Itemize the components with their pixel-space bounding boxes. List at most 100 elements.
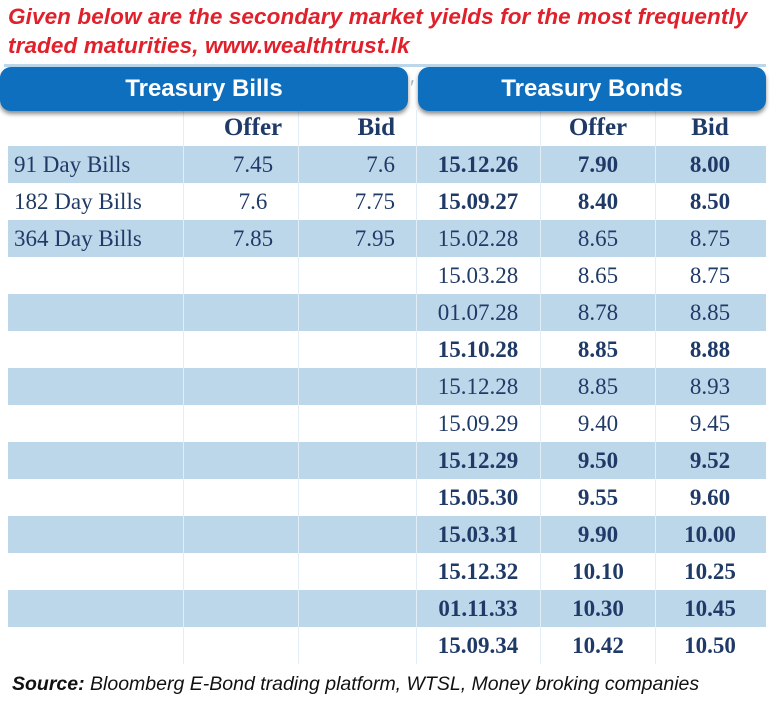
bill-bid-cell [313, 368, 395, 405]
bond-bid-cell: 10.45 [684, 596, 736, 621]
bond-maturity-cell: 15.09.29 [437, 411, 519, 436]
bond-bid-cell: 8.85 [689, 300, 731, 325]
table-row: 15.03.31 9.90 10.00 [8, 516, 766, 553]
bond-offer-cell: 7.90 [577, 152, 619, 177]
bond-maturity-cell: 15.12.32 [437, 559, 519, 584]
bond-bid-cell: 10.50 [684, 633, 736, 658]
bill-bid-cell: 7.75 [354, 189, 395, 214]
column-divider [540, 110, 541, 664]
bond-maturity-cell: 15.03.28 [437, 263, 519, 288]
bond-maturity-cell: 15.03.31 [437, 522, 519, 547]
bond-offer-cell: 8.65 [577, 226, 619, 251]
bill-offer-cell [178, 553, 328, 590]
bonds-offer-column-header: Offer [568, 114, 628, 141]
bond-offer-cell: 8.85 [577, 374, 619, 399]
bill-bid-cell [313, 442, 395, 479]
bond-maturity-cell: 15.12.29 [437, 448, 519, 473]
table-row: 01.07.28 8.78 8.85 [8, 294, 766, 331]
bill-offer-cell: 7.6 [238, 189, 268, 214]
bill-offer-cell [178, 368, 328, 405]
bill-bid-cell [313, 294, 395, 331]
headline-line-2: traded maturities, www.wealthtrust.lk [8, 33, 410, 58]
bonds-bid-column-header: Bid [691, 114, 729, 141]
headline-line-1: Given below are the secondary market yie… [8, 4, 748, 29]
bond-maturity-cell: 15.12.28 [437, 374, 519, 399]
bill-bid-cell [313, 516, 395, 553]
bill-offer-cell [178, 331, 328, 368]
bond-bid-cell: 9.45 [689, 411, 731, 436]
headline: Given below are the secondary market yie… [8, 2, 768, 60]
bills-offer-column-header: Offer [223, 114, 283, 141]
bond-maturity-cell: 01.07.28 [437, 300, 519, 325]
bill-offer-cell [178, 627, 328, 664]
bill-bid-cell [313, 479, 395, 516]
bond-bid-cell: 9.52 [689, 448, 731, 473]
bond-bid-cell: 8.50 [689, 189, 731, 214]
table-row: 15.09.34 10.42 10.50 [8, 627, 766, 664]
bill-offer-cell [178, 257, 328, 294]
bond-offer-cell: 10.10 [572, 559, 624, 584]
bond-offer-cell: 10.30 [572, 596, 624, 621]
bill-name-cell: 364 Day Bills [14, 226, 142, 251]
bill-bid-cell: 7.6 [366, 152, 395, 177]
table-row: 15.03.28 8.65 8.75 [8, 257, 766, 294]
table-row: 364 Day Bills 7.85 7.95 15.02.28 8.65 8.75 [8, 220, 766, 257]
bond-offer-cell: 9.55 [577, 485, 619, 510]
table-row: 15.05.30 9.55 9.60 [8, 479, 766, 516]
table-row: 15.10.28 8.85 8.88 [8, 331, 766, 368]
bill-bid-cell [313, 627, 395, 664]
table-row: 182 Day Bills 7.6 7.75 15.09.27 8.40 8.50 [8, 183, 766, 220]
bond-offer-cell: 8.78 [577, 300, 619, 325]
bond-bid-cell: 8.75 [689, 263, 731, 288]
header-gap-mark: ʹ [410, 75, 415, 100]
treasury-bonds-header: Treasury Bonds [418, 67, 766, 111]
bond-maturity-cell: 15.10.28 [437, 337, 519, 362]
bond-maturity-cell: 15.12.26 [437, 152, 519, 177]
bill-offer-cell [178, 516, 328, 553]
bond-maturity-cell: 15.09.34 [437, 633, 519, 658]
bill-offer-cell [178, 294, 328, 331]
bond-bid-cell: 8.75 [689, 226, 731, 251]
bond-maturity-cell: 15.02.28 [437, 226, 519, 251]
bond-offer-cell: 8.65 [577, 263, 619, 288]
table-row: 01.11.33 10.30 10.45 [8, 590, 766, 627]
bill-offer-cell: 7.45 [232, 152, 274, 177]
bond-offer-cell: 9.40 [577, 411, 619, 436]
bond-maturity-cell: 01.11.33 [438, 596, 518, 621]
bond-offer-cell: 8.40 [577, 189, 619, 214]
bill-offer-cell [178, 405, 328, 442]
bill-bid-cell [313, 553, 395, 590]
bond-maturity-cell: 15.05.30 [437, 485, 519, 510]
bill-bid-cell [313, 405, 395, 442]
column-header-row: Offer Bid Offer Bid [8, 109, 766, 146]
bond-offer-cell: 9.90 [577, 522, 619, 547]
bond-bid-cell: 10.25 [684, 559, 736, 584]
column-divider [298, 110, 299, 664]
bond-offer-cell: 10.42 [572, 633, 624, 658]
column-divider [416, 110, 417, 664]
table-row: 15.12.29 9.50 9.52 [8, 442, 766, 479]
table-row: 15.12.32 10.10 10.25 [8, 553, 766, 590]
bill-offer-cell: 7.85 [232, 226, 274, 251]
bill-bid-cell [313, 257, 395, 294]
bond-bid-cell: 8.00 [689, 152, 731, 177]
bills-bid-column-header: Bid [357, 114, 395, 141]
bond-maturity-cell: 15.09.27 [437, 189, 519, 214]
bill-offer-cell [178, 442, 328, 479]
column-divider [183, 110, 184, 664]
table-row: 15.09.29 9.40 9.45 [8, 405, 766, 442]
treasury-bills-header: Treasury Bills [0, 67, 408, 111]
bond-bid-cell: 8.88 [689, 337, 731, 362]
bill-offer-cell [178, 479, 328, 516]
table-row: 91 Day Bills 7.45 7.6 15.12.26 7.90 8.00 [8, 146, 766, 183]
bill-bid-cell [313, 590, 395, 627]
bond-bid-cell: 9.60 [689, 485, 731, 510]
bond-bid-cell: 8.93 [689, 374, 731, 399]
bill-bid-cell [313, 331, 395, 368]
column-divider [655, 110, 656, 664]
bond-offer-cell: 9.50 [577, 448, 619, 473]
bill-name-cell: 182 Day Bills [14, 189, 142, 214]
bill-bid-cell: 7.95 [354, 226, 395, 251]
bill-offer-cell [178, 590, 328, 627]
source-text: Bloomberg E-Bond trading platform, WTSL,… [84, 673, 700, 695]
